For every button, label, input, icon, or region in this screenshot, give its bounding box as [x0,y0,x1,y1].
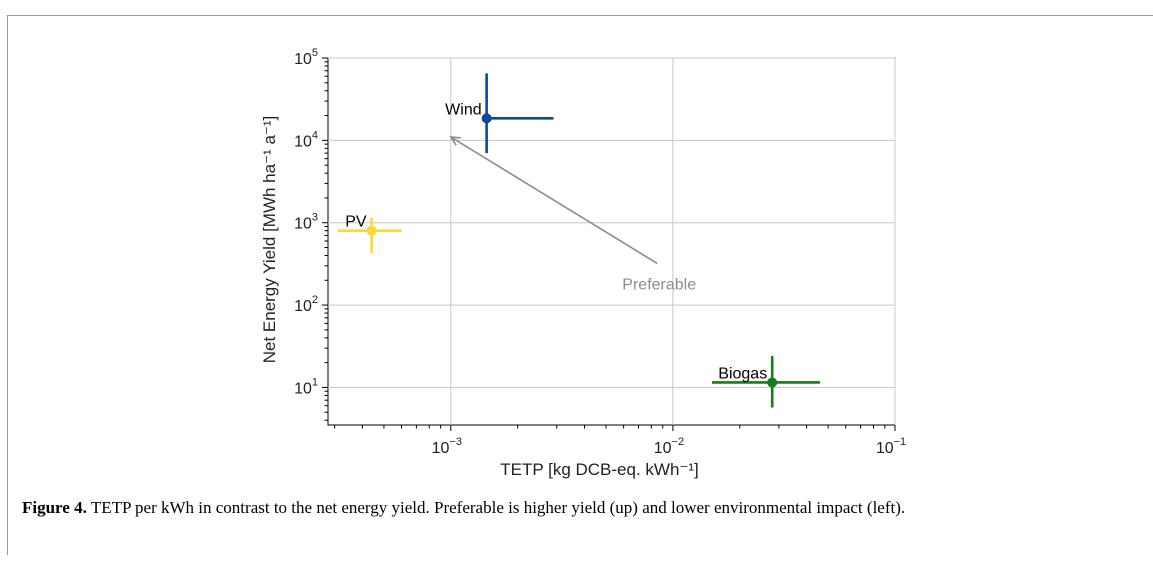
x-tick-label: 10−3 [432,436,462,457]
series-biogas: Biogas [712,356,820,407]
grid-lines [328,58,895,425]
preferable-label: Preferable [622,276,696,293]
preferable-arrow-shaft [451,137,657,264]
biogas-label: Biogas [718,365,767,382]
series-wind: Wind [445,73,553,153]
pv-point [367,226,377,236]
x-tick-label: 10−2 [654,436,684,457]
biogas-point [767,377,777,387]
x-tick-label: 10−1 [876,436,906,457]
figure-caption-text: TETP per kWh in contrast to the net ener… [91,498,905,517]
plot-area [328,58,895,425]
pv-label: PV [345,214,367,231]
y-tick-label: 105 [294,47,318,68]
preferable-annotation: Preferable [451,137,696,294]
figure-label: Figure 4. [22,498,87,517]
series-pv: PV [338,214,402,253]
y-axis-ticks: 101 102 103 104 105 [294,47,328,420]
y-tick-label: 101 [294,376,318,397]
wind-point [482,113,492,123]
y-tick-label: 103 [294,212,318,233]
x-axis-label: TETP [kg DCB-eq. kWh⁻¹] [500,460,699,479]
y-axis-label: Net Energy Yield [MWh ha⁻¹ a⁻¹] [260,116,279,364]
wind-label: Wind [445,101,481,118]
figure-caption: Figure 4. TETP per kWh in contrast to th… [22,498,1142,518]
preferable-arrow-head [451,137,461,145]
x-axis-ticks: 10−3 10−2 10−1 [335,425,907,457]
y-tick-label: 104 [294,129,318,150]
data-marks: Wind PV Biogas [338,73,820,407]
y-tick-label: 102 [294,294,318,315]
